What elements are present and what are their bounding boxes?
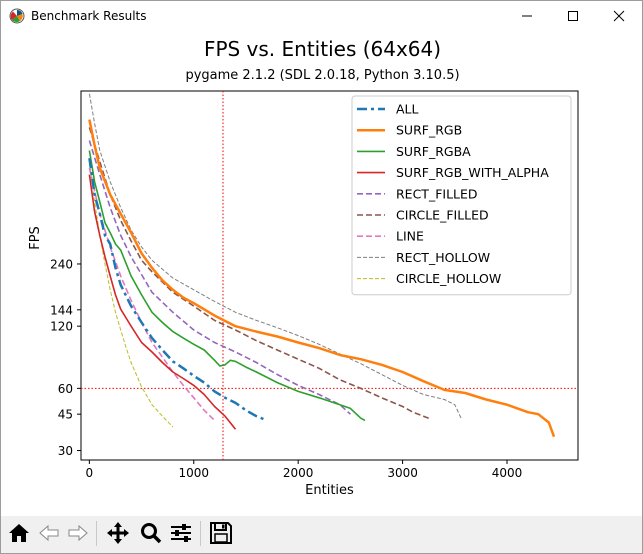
legend-label: CIRCLE_FILLED xyxy=(396,208,489,223)
series-line-surf-rgb-with-alpha xyxy=(88,174,237,430)
series-line-rect-hollow xyxy=(88,93,462,419)
toolbar-separator xyxy=(96,521,97,546)
close-button[interactable] xyxy=(596,1,642,31)
legend-label: RECT_HOLLOW xyxy=(396,250,490,265)
x-tick-label: 2000 xyxy=(283,466,314,480)
zoom-button[interactable] xyxy=(138,520,164,546)
y-tick-label: 45 xyxy=(58,408,73,422)
y-tick-label: 30 xyxy=(58,444,73,458)
series-line-surf-rgb xyxy=(88,119,556,438)
forward-icon xyxy=(68,524,88,542)
legend-label: CIRCLE_HOLLOW xyxy=(396,271,501,286)
save-button[interactable] xyxy=(208,520,234,546)
maximize-button[interactable] xyxy=(550,1,596,31)
y-tick-label: 120 xyxy=(50,320,73,334)
x-axis-label: Entities xyxy=(305,483,354,498)
legend-label: SURF_RGB_WITH_ALPHA xyxy=(396,165,549,180)
series-line-surf-rgba xyxy=(88,150,366,422)
y-tick-label: 60 xyxy=(58,382,73,396)
back-button[interactable] xyxy=(36,520,62,546)
legend-label: SURF_RGB xyxy=(396,123,462,138)
legend-box xyxy=(351,95,572,296)
maximize-icon xyxy=(568,11,578,21)
legend-label: ALL xyxy=(396,102,419,117)
x-tick-label: 0 xyxy=(86,466,94,480)
minimize-icon xyxy=(522,15,532,17)
series-line-circle-filled xyxy=(88,127,429,419)
navigation-toolbar xyxy=(1,516,642,553)
configure-subplots-icon xyxy=(171,524,191,542)
back-icon xyxy=(39,524,59,542)
save-icon xyxy=(210,522,232,544)
window-title: Benchmark Results xyxy=(31,9,147,23)
home-button[interactable] xyxy=(6,520,32,546)
series-line-rect-filled xyxy=(88,140,351,415)
y-tick-label: 240 xyxy=(50,257,73,271)
y-tick-label: 144 xyxy=(50,303,73,317)
chart-subtitle: pygame 2.1.2 (SDL 2.0.18, Python 3.10.5) xyxy=(185,68,460,83)
zoom-icon xyxy=(141,523,162,544)
home-icon xyxy=(9,524,29,542)
forward-button[interactable] xyxy=(65,520,91,546)
x-tick-label: 3000 xyxy=(387,466,418,480)
configure-subplots-button[interactable] xyxy=(168,520,194,546)
x-tick-label: 4000 xyxy=(492,466,523,480)
matplotlib-icon xyxy=(9,8,25,24)
pan-button[interactable] xyxy=(105,520,131,546)
minimize-button[interactable] xyxy=(504,1,550,31)
legend-label: SURF_RGBA xyxy=(396,144,471,159)
chart-canvas: 0 1000 2000 3000 4000 30 45 60 120 144 240 Entities… xyxy=(28,90,579,498)
y-axis-label: FPS xyxy=(28,226,43,250)
toolbar-separator xyxy=(200,521,201,546)
x-tick-label: 1000 xyxy=(178,466,209,480)
pan-icon xyxy=(107,522,129,544)
series-line-all xyxy=(88,158,268,422)
close-icon xyxy=(613,10,625,22)
chart-title: FPS vs. Entities (64x64) xyxy=(203,37,442,61)
title-bar: Benchmark Results xyxy=(1,1,642,31)
legend-label: LINE xyxy=(396,229,424,244)
legend-label: RECT_FILLED xyxy=(396,186,478,201)
